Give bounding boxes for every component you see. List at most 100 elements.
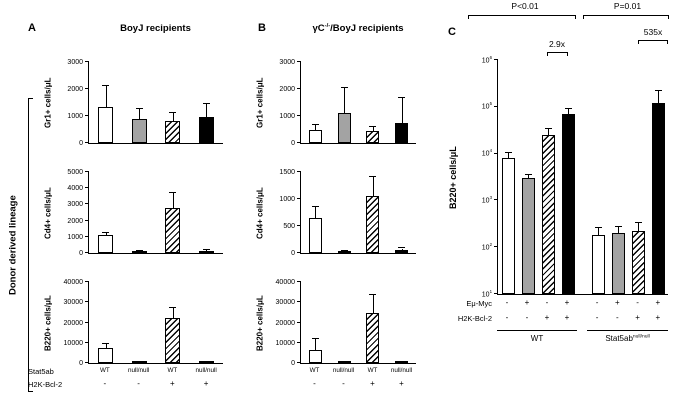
y-tick-mark bbox=[85, 187, 89, 189]
y-axis-tick-labels: 0 500 1000 1500 bbox=[265, 169, 295, 257]
error-bar bbox=[658, 90, 659, 104]
y-tick-mark bbox=[297, 142, 301, 143]
y-tick-label: 3000 bbox=[67, 201, 83, 209]
error-bar-cap bbox=[340, 249, 348, 251]
x-value: + bbox=[170, 379, 175, 388]
x-value: - bbox=[595, 298, 599, 307]
bar bbox=[521, 178, 535, 294]
y-tick-label: 102 bbox=[481, 241, 492, 252]
p-left-bracket bbox=[468, 15, 576, 19]
x-value: + bbox=[615, 298, 620, 307]
panel-b-title-base: γC bbox=[312, 23, 325, 35]
y-axis-tick-labels: 0 1000 2000 3000 4000 5000 bbox=[53, 169, 83, 257]
error-bar-cap bbox=[564, 107, 572, 109]
bar bbox=[98, 347, 114, 363]
error-bar bbox=[401, 98, 403, 123]
y-axis-tick-labels: 0 10000 20000 30000 40000 bbox=[265, 279, 295, 367]
error-bar-cap bbox=[369, 125, 377, 127]
y-tick-mark bbox=[494, 59, 498, 60]
y-tick-label: 3000 bbox=[279, 59, 295, 66]
y-tick-label: 1000 bbox=[67, 113, 83, 120]
stat5ab-values-b: WT null/null WT null/null bbox=[300, 367, 416, 374]
y-tick-label: 0 bbox=[79, 140, 83, 147]
y-axis-tick-labels: 0 10000 20000 30000 40000 bbox=[53, 279, 83, 367]
plot-area bbox=[85, 281, 223, 364]
fold-left-bracket bbox=[547, 52, 568, 56]
error-bar-cap bbox=[102, 85, 110, 87]
y-tick-label: 0 bbox=[291, 140, 295, 147]
y-tick-label: 0 bbox=[79, 250, 83, 257]
bar bbox=[337, 251, 351, 253]
x-value: + bbox=[655, 298, 661, 307]
x-value: - bbox=[545, 298, 549, 307]
error-bar bbox=[206, 250, 208, 252]
emu-myc-row-label: Eμ-Myc bbox=[466, 299, 492, 308]
error-bar bbox=[315, 338, 317, 350]
y-tick-mark bbox=[85, 301, 89, 303]
x-value: null/null bbox=[127, 367, 150, 374]
x-value: - bbox=[525, 313, 529, 322]
plot-area bbox=[297, 281, 416, 364]
error-bar-cap bbox=[311, 206, 319, 208]
x-value: + bbox=[564, 298, 570, 307]
group-label-stat5ab-null: Stat5abnull/null bbox=[587, 334, 668, 343]
y-tick-label: 2000 bbox=[67, 86, 83, 93]
fold-change-right: 535x bbox=[643, 27, 663, 37]
error-bar-cap bbox=[614, 226, 622, 227]
bar bbox=[366, 130, 380, 143]
h2k-values-a: - - + + bbox=[88, 379, 223, 388]
y-tick-mark bbox=[297, 362, 301, 363]
y-tick-label: 10000 bbox=[275, 339, 295, 347]
y-tick-mark bbox=[297, 341, 301, 343]
p-value-left: P<0.01 bbox=[511, 1, 539, 11]
x-value: - bbox=[636, 298, 639, 307]
y-tick-mark bbox=[85, 252, 89, 253]
chart-c-b220: B220+ cells/μL 101 102 103 104 105 106 bbox=[448, 55, 668, 298]
y-tick-label: 4000 bbox=[67, 185, 83, 193]
error-bar bbox=[105, 86, 107, 107]
error-bar bbox=[372, 177, 374, 197]
emu-values-wt: - + - + bbox=[497, 298, 577, 307]
y-tick-mark bbox=[494, 105, 498, 107]
error-bar bbox=[568, 108, 569, 114]
y-tick-mark bbox=[494, 199, 498, 201]
y-tick-label: 30000 bbox=[275, 299, 295, 307]
bar bbox=[131, 251, 147, 253]
stat5ab-values-a: WT null/null WT null/null bbox=[88, 367, 223, 374]
error-bar-cap bbox=[135, 361, 143, 363]
bar bbox=[591, 235, 605, 294]
error-bar bbox=[528, 175, 529, 179]
y-tick-mark bbox=[85, 61, 89, 62]
y-tick-mark bbox=[85, 203, 89, 205]
y-tick-mark bbox=[85, 341, 89, 343]
error-bar-cap bbox=[311, 337, 319, 339]
error-bar bbox=[372, 126, 374, 131]
plot-area bbox=[297, 171, 416, 254]
y-tick-label: 2000 bbox=[67, 217, 83, 225]
group-label-sup: null/null bbox=[632, 334, 650, 340]
y-axis-tick-labels: 0 1000 2000 3000 bbox=[265, 59, 295, 147]
y-tick-label: 3000 bbox=[67, 59, 83, 66]
y-tick-label: 500 bbox=[283, 223, 295, 230]
bar bbox=[611, 233, 625, 294]
y-tick-mark bbox=[85, 88, 89, 89]
y-tick-label: 1000 bbox=[279, 113, 295, 120]
y-tick-label: 10000 bbox=[63, 339, 83, 347]
error-bar bbox=[638, 223, 639, 231]
bar bbox=[337, 113, 351, 143]
y-tick-mark bbox=[494, 293, 498, 294]
y-tick-mark bbox=[297, 88, 301, 89]
error-bar bbox=[139, 109, 141, 119]
chart-b-cd4: Cd4+ cells/μL 0 500 1000 1500 bbox=[256, 169, 416, 257]
y-tick-label: 0 bbox=[79, 360, 83, 367]
y-tick-mark bbox=[297, 61, 301, 62]
error-bar bbox=[344, 87, 346, 114]
error-bar bbox=[315, 207, 317, 218]
plot-area bbox=[85, 171, 223, 254]
y-tick-mark bbox=[85, 281, 89, 282]
x-value: + bbox=[399, 379, 404, 388]
y-tick-mark bbox=[494, 246, 498, 248]
x-value: - bbox=[342, 379, 345, 388]
x-value: + bbox=[524, 298, 530, 307]
